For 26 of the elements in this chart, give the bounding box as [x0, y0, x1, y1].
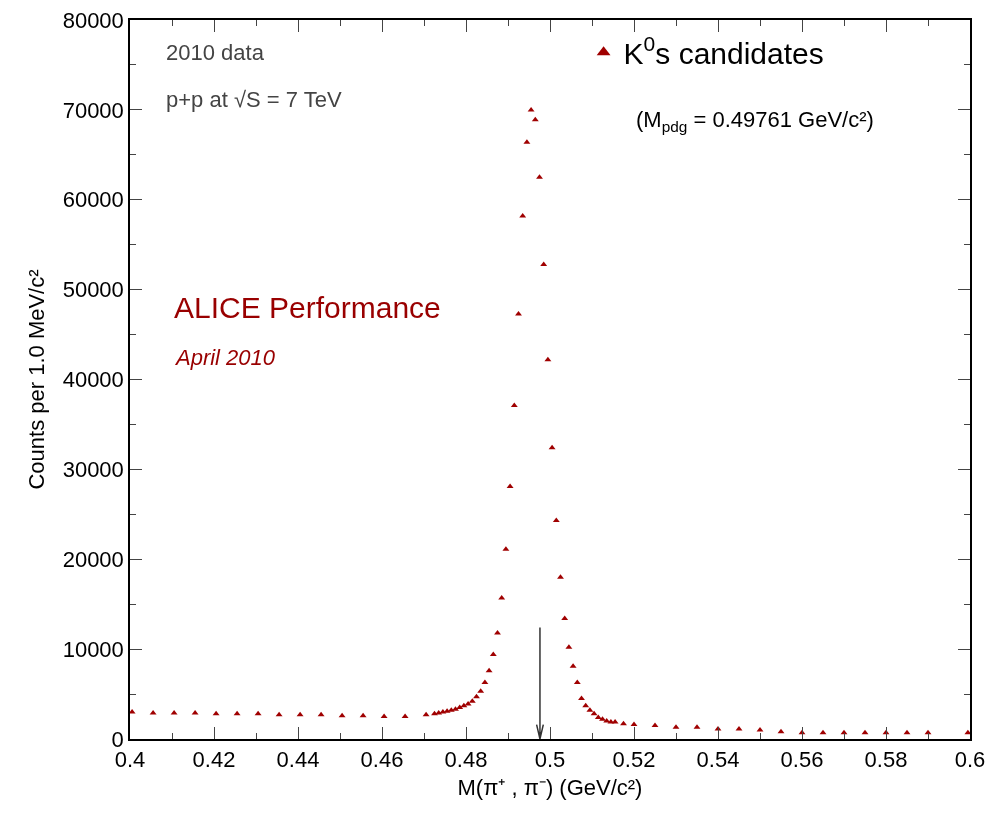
x-tick-label: 0.46 [360, 747, 404, 773]
annotation: (M$_{pdg}$ = 0.49761 GeV/c²) [636, 107, 874, 135]
annotation: April 2010 [174, 345, 276, 370]
annotation: p+p at √S = 7 TeV [166, 87, 342, 112]
x-axis-title: M(π⁺ , π⁻) (GeV/c²) [457, 774, 643, 800]
y-tick-label: 60000 [62, 187, 124, 213]
x-tick-label: 0.54 [696, 747, 740, 773]
y-axis-title: Counts per 1.0 MeV/c² [23, 269, 49, 490]
y-tick-label: 20000 [62, 546, 124, 572]
annotation: 2010 data [166, 40, 265, 65]
legend-label: K$^{0}$s candidates [623, 32, 824, 71]
x-tick-label: 0.52 [612, 747, 656, 773]
y-tick-label: 30000 [62, 457, 124, 483]
x-tick-label: 0.58 [864, 747, 908, 773]
annotation: ALICE Performance [174, 291, 441, 324]
x-tick-label: 0.6 [954, 747, 986, 773]
x-tick-label: 0.5 [534, 747, 566, 773]
y-tick-label: 70000 [62, 97, 124, 123]
x-tick-label: 0.48 [444, 747, 488, 773]
y-tick-label: 80000 [62, 7, 124, 33]
x-tick-label: 0.42 [192, 747, 236, 773]
y-tick-label: 50000 [62, 277, 124, 303]
x-tick-label: 0.44 [276, 747, 320, 773]
y-tick-label: 10000 [62, 636, 124, 662]
y-tick-label: 40000 [62, 367, 124, 393]
x-tick-label: 0.56 [780, 747, 824, 773]
